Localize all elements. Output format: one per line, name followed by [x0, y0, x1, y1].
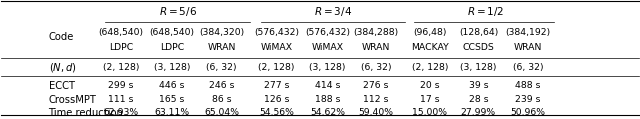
Text: 27.99%: 27.99%: [461, 108, 496, 117]
Text: WiMAX: WiMAX: [312, 43, 344, 52]
Text: 414 s: 414 s: [315, 81, 340, 90]
Text: (6, 32): (6, 32): [361, 63, 392, 72]
Text: 165 s: 165 s: [159, 95, 184, 104]
Text: WRAN: WRAN: [362, 43, 390, 52]
Text: (384,320): (384,320): [199, 28, 244, 37]
Text: (3, 128): (3, 128): [310, 63, 346, 72]
Text: Time reduction: Time reduction: [49, 108, 124, 118]
Text: 111 s: 111 s: [108, 95, 134, 104]
Text: 277 s: 277 s: [264, 81, 289, 90]
Text: (576,432): (576,432): [254, 28, 299, 37]
Text: 488 s: 488 s: [515, 81, 541, 90]
Text: LDPC: LDPC: [109, 43, 133, 52]
Text: (384,288): (384,288): [354, 28, 399, 37]
Text: 246 s: 246 s: [209, 81, 234, 90]
Text: $R=1/2$: $R=1/2$: [467, 5, 504, 18]
Text: LDPC: LDPC: [160, 43, 184, 52]
Text: 126 s: 126 s: [264, 95, 289, 104]
Text: 54.62%: 54.62%: [310, 108, 345, 117]
Text: (6, 32): (6, 32): [513, 63, 543, 72]
Text: 59.40%: 59.40%: [358, 108, 394, 117]
Text: 446 s: 446 s: [159, 81, 184, 90]
Text: ECCT: ECCT: [49, 81, 75, 91]
Text: (648,540): (648,540): [149, 28, 195, 37]
Text: (128,64): (128,64): [459, 28, 498, 37]
Text: (648,540): (648,540): [99, 28, 143, 37]
Text: 299 s: 299 s: [108, 81, 134, 90]
Text: (96,48): (96,48): [413, 28, 447, 37]
Text: (3, 128): (3, 128): [460, 63, 497, 72]
Text: WRAN: WRAN: [514, 43, 542, 52]
Text: 28 s: 28 s: [468, 95, 488, 104]
Text: 50.96%: 50.96%: [511, 108, 546, 117]
Text: (2, 128): (2, 128): [412, 63, 448, 72]
Text: 239 s: 239 s: [515, 95, 541, 104]
Text: 86 s: 86 s: [212, 95, 232, 104]
Text: 54.56%: 54.56%: [259, 108, 294, 117]
Text: WRAN: WRAN: [207, 43, 236, 52]
Text: 62.93%: 62.93%: [103, 108, 138, 117]
Text: (6, 32): (6, 32): [207, 63, 237, 72]
Text: 276 s: 276 s: [364, 81, 389, 90]
Text: $R=5/6$: $R=5/6$: [159, 5, 196, 18]
Text: Code: Code: [49, 32, 74, 42]
Text: (2, 128): (2, 128): [102, 63, 139, 72]
Text: MACKAY: MACKAY: [411, 43, 449, 52]
Text: (3, 128): (3, 128): [154, 63, 190, 72]
Text: (2, 128): (2, 128): [259, 63, 295, 72]
Text: 39 s: 39 s: [468, 81, 488, 90]
Text: 65.04%: 65.04%: [204, 108, 239, 117]
Text: (576,432): (576,432): [305, 28, 350, 37]
Text: 112 s: 112 s: [364, 95, 389, 104]
Text: CrossMPT: CrossMPT: [49, 95, 97, 105]
Text: $R=3/4$: $R=3/4$: [314, 5, 352, 18]
Text: 15.00%: 15.00%: [412, 108, 447, 117]
Text: 188 s: 188 s: [315, 95, 340, 104]
Text: (384,192): (384,192): [506, 28, 551, 37]
Text: CCSDS: CCSDS: [463, 43, 494, 52]
Text: 63.11%: 63.11%: [154, 108, 189, 117]
Text: 17 s: 17 s: [420, 95, 440, 104]
Text: WiMAX: WiMAX: [260, 43, 292, 52]
Text: $(N, d)$: $(N, d)$: [49, 61, 77, 74]
Text: 20 s: 20 s: [420, 81, 440, 90]
